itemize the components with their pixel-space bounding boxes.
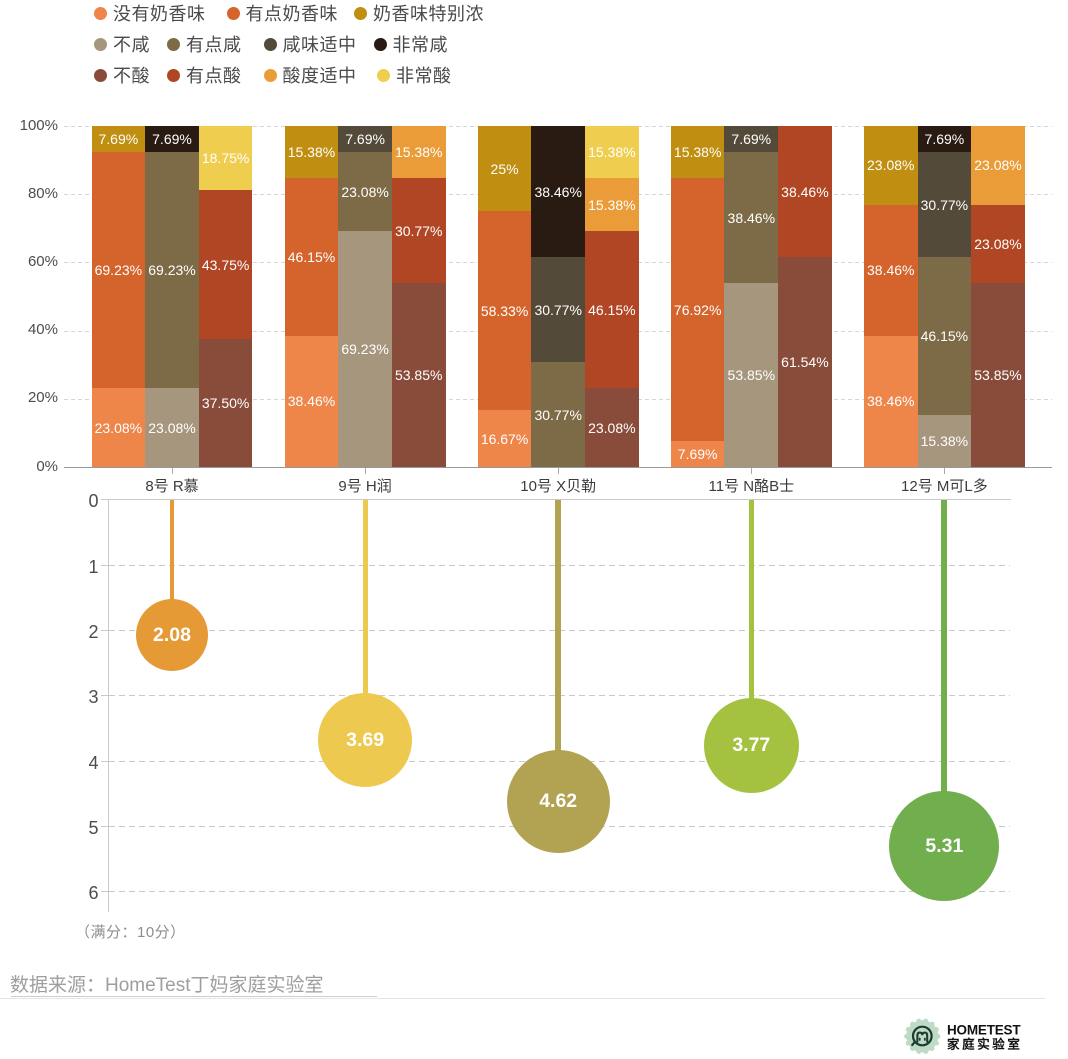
svg-text:家庭实验室: 家庭实验室 xyxy=(947,1037,1023,1052)
svg-text:HOMETEST: HOMETEST xyxy=(947,1023,1021,1038)
